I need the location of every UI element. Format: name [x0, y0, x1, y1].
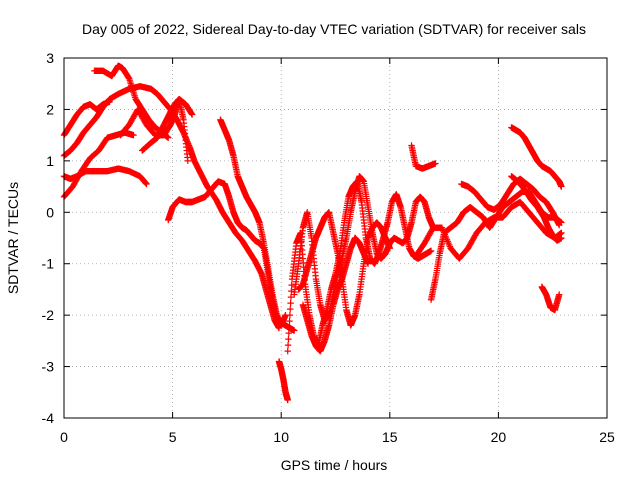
series-track-e [91, 62, 172, 141]
data-point [165, 134, 172, 141]
data-point [284, 396, 291, 404]
series-track-i [217, 116, 289, 329]
data-point [284, 341, 292, 349]
x-tick-label: 10 [273, 429, 289, 445]
data-point [287, 293, 295, 301]
y-tick-label: -2 [42, 307, 55, 323]
data-point [285, 335, 292, 343]
x-tick-label: 20 [491, 429, 507, 445]
x-tick-label: 15 [382, 429, 398, 445]
y-tick-label: -1 [42, 256, 55, 272]
data-point [184, 157, 192, 165]
data-point [427, 247, 435, 255]
data-point [130, 131, 137, 139]
y-tick-label: 0 [46, 204, 54, 220]
y-tick-label: 2 [46, 101, 54, 117]
series-track-o [408, 142, 439, 172]
data-point [286, 311, 294, 319]
data-points [60, 62, 565, 404]
chart-title: Day 005 of 2022, Sidereal Day-to-day VTE… [82, 21, 586, 37]
y-tick-label: 3 [46, 50, 54, 66]
data-point [188, 111, 196, 118]
series-track-t [508, 173, 565, 244]
data-point [291, 327, 298, 334]
x-tick-label: 5 [169, 429, 177, 445]
x-tick-label: 0 [60, 429, 68, 445]
grid-lines [64, 58, 607, 418]
series-track-c [60, 129, 137, 201]
series-track-d [60, 98, 113, 139]
series-track-u [538, 283, 563, 314]
y-tick-label: -3 [42, 359, 55, 375]
data-point [285, 329, 293, 337]
y-axis-label: SDTVAR / TECUs [5, 182, 21, 294]
y-tick-label: -4 [42, 410, 55, 426]
data-point [287, 299, 294, 307]
x-tick-labels: 0 5 10 15 20 25 [60, 429, 615, 445]
y-tick-label: 1 [46, 153, 54, 169]
y-tick-labels: -4 -3 -2 -1 0 1 2 3 [42, 50, 55, 426]
series-track-j [275, 358, 291, 404]
data-point [288, 281, 295, 289]
x-axis-label: GPS time / hours [281, 457, 388, 473]
data-point [285, 323, 293, 331]
data-point [286, 317, 293, 325]
series-track-g [138, 95, 192, 165]
data-point [284, 347, 291, 355]
data-point [287, 305, 294, 313]
data-point [143, 180, 150, 188]
x-tick-label: 25 [599, 429, 615, 445]
data-point [288, 287, 295, 295]
data-point [106, 98, 113, 105]
